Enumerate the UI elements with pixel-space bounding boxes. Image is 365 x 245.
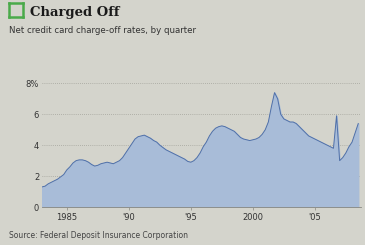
Text: Source: Federal Deposit Insurance Corporation: Source: Federal Deposit Insurance Corpor… — [9, 231, 188, 240]
Text: Charged Off: Charged Off — [30, 6, 120, 19]
Text: Net credit card charge-off rates, by quarter: Net credit card charge-off rates, by qua… — [9, 26, 196, 35]
